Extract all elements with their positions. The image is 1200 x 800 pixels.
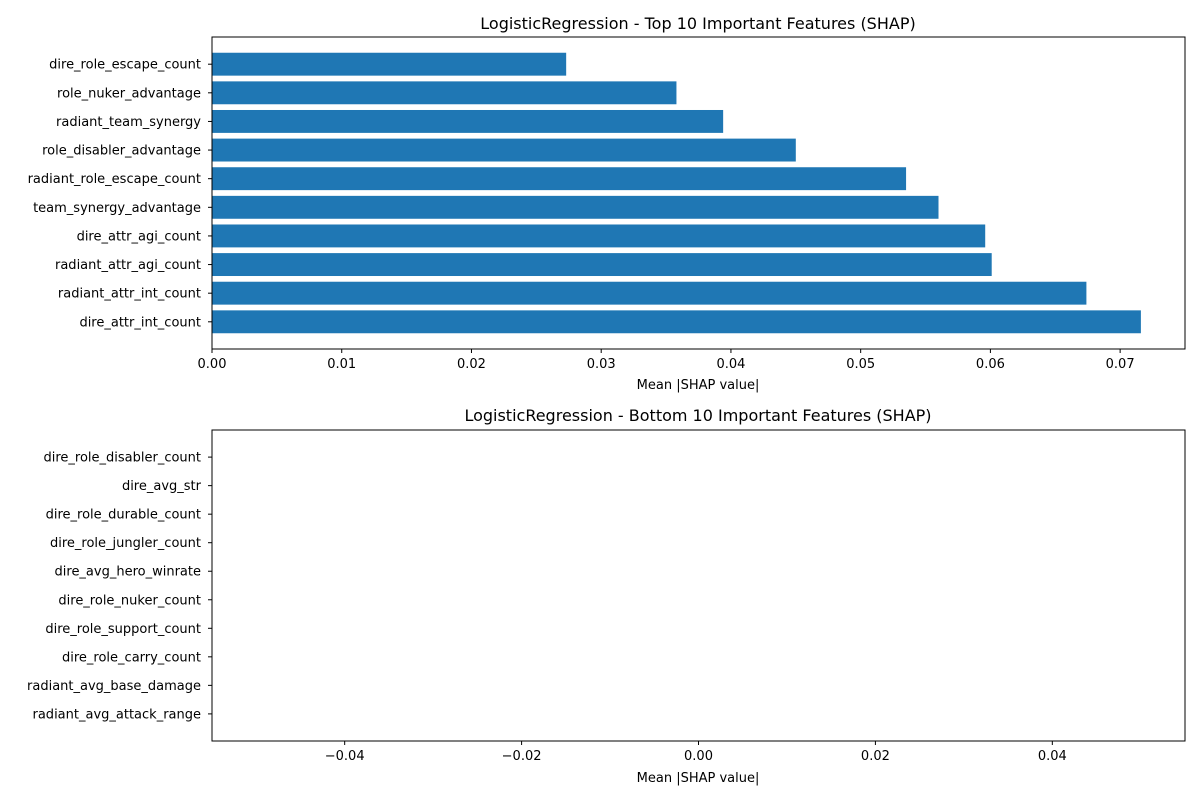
bottom-chart-y-tick-label: dire_role_durable_count xyxy=(46,508,201,523)
top-chart-x-ticks: 0.00 0.01 0.02 0.03 0.04 0.05 0.06 0.07 xyxy=(198,349,1135,372)
top-chart-x-axis-label: Mean |SHAP value| xyxy=(637,378,760,393)
top-chart-x-tick-label: 0.00 xyxy=(198,357,227,372)
bottom-chart-y-tick-label: dire_role_disabler_count xyxy=(43,451,201,466)
bottom-chart-y-tick-label: dire_role_support_count xyxy=(45,622,201,637)
top-chart-y-tick-label: radiant_attr_int_count xyxy=(58,287,201,302)
bottom-chart-x-tick-label: 0.00 xyxy=(684,749,713,764)
bottom-chart-y-tick-label: dire_role_carry_count xyxy=(62,650,201,665)
top-chart-y-tick-label: radiant_team_synergy xyxy=(56,115,201,130)
top-chart-y-tick-label: dire_attr_int_count xyxy=(79,315,201,330)
top-chart-y-tick-label: dire_attr_agi_count xyxy=(77,229,201,244)
top-chart-y-ticks: dire_attr_int_count radiant_attr_int_coun… xyxy=(28,58,212,330)
bottom-chart-title: LogisticRegression - Bottom 10 Important… xyxy=(464,406,931,425)
top-chart-x-tick-label: 0.05 xyxy=(846,357,875,372)
top-chart-frame xyxy=(211,36,1186,350)
bottom-chart-y-tick-label: dire_role_nuker_count xyxy=(58,593,201,608)
bottom-chart-x-tick-label: 0.02 xyxy=(861,749,890,764)
bottom-chart-y-tick-label: dire_avg_hero_winrate xyxy=(55,565,201,580)
top-chart-x-tick-label: 0.04 xyxy=(716,357,745,372)
bottom-chart-frame xyxy=(211,429,1186,742)
top-chart-bar xyxy=(212,138,796,162)
bottom-chart-y-tick-label: dire_avg_str xyxy=(122,479,202,494)
bottom-chart-x-tick-label: −0.02 xyxy=(502,749,542,764)
top-chart-x-tick-label: 0.01 xyxy=(327,357,356,372)
bottom-chart-y-tick-label: radiant_avg_attack_range xyxy=(33,707,202,722)
top-chart-bar xyxy=(212,224,986,248)
top-chart-x-tick-label: 0.03 xyxy=(587,357,616,372)
top-chart-bar xyxy=(212,52,567,76)
top-chart: LogisticRegression - Top 10 Important Fe… xyxy=(28,14,1186,393)
top-chart-bar xyxy=(212,109,724,133)
top-chart-x-tick-label: 0.07 xyxy=(1106,357,1135,372)
top-chart-y-tick-label: role_nuker_advantage xyxy=(57,86,201,101)
top-chart-y-tick-label: radiant_attr_agi_count xyxy=(55,258,201,273)
bottom-chart-y-tick-label: radiant_avg_base_damage xyxy=(27,679,201,694)
bottom-chart-y-ticks: radiant_avg_attack_range radiant_avg_base… xyxy=(27,451,212,722)
bottom-chart-x-tick-label: −0.04 xyxy=(325,749,365,764)
top-chart-bar xyxy=(212,281,1087,305)
top-chart-bar xyxy=(212,253,992,277)
top-chart-y-tick-label: role_disabler_advantage xyxy=(42,144,201,159)
top-chart-bar xyxy=(212,310,1141,334)
top-chart-bars xyxy=(212,52,1141,334)
bottom-chart-x-tick-label: 0.04 xyxy=(1038,749,1067,764)
bottom-chart: LogisticRegression - Bottom 10 Important… xyxy=(27,406,1186,786)
top-chart-bar xyxy=(212,195,939,219)
top-chart-x-tick-label: 0.06 xyxy=(976,357,1005,372)
top-chart-y-tick-label: dire_role_escape_count xyxy=(49,58,201,73)
top-chart-bar xyxy=(212,81,677,105)
bottom-chart-y-tick-label: dire_role_jungler_count xyxy=(50,536,201,551)
top-chart-title: LogisticRegression - Top 10 Important Fe… xyxy=(480,14,915,33)
top-chart-y-tick-label: team_synergy_advantage xyxy=(33,201,201,216)
top-chart-x-tick-label: 0.02 xyxy=(457,357,486,372)
top-chart-y-tick-label: radiant_role_escape_count xyxy=(28,172,201,187)
top-chart-bar xyxy=(212,167,907,191)
bottom-chart-x-axis-label: Mean |SHAP value| xyxy=(637,771,760,786)
bottom-chart-x-ticks: −0.04 −0.02 0.00 0.02 0.04 xyxy=(325,741,1067,764)
